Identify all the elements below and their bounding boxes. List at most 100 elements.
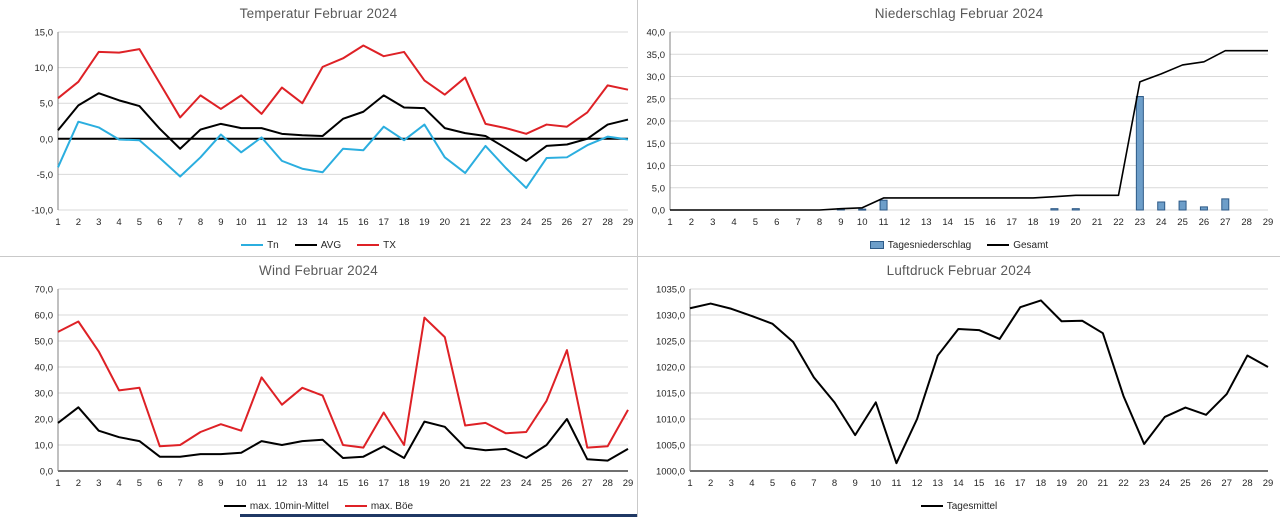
y-tick-label: 10,0: [35, 63, 54, 74]
x-tick-label: 6: [791, 478, 796, 489]
x-tick-label: 27: [1220, 217, 1231, 228]
y-tick-label: 50,0: [35, 337, 54, 348]
x-tick-label: 7: [811, 478, 816, 489]
legend-temperature: Tn AVG TX: [0, 234, 637, 256]
legend-label: Tagesmittel: [946, 500, 998, 512]
y-tick-label: -10,0: [31, 206, 53, 217]
legend-label: AVG: [320, 239, 342, 251]
legend-label: Tagesniederschlag: [887, 239, 972, 251]
x-tick-label: 13: [921, 217, 932, 228]
panel-divider-vertical: [637, 0, 638, 517]
y-tick-label: 5,0: [652, 183, 665, 194]
legend-label: TX: [383, 239, 396, 251]
x-tick-label: 4: [116, 217, 121, 228]
x-tick-label: 29: [623, 478, 634, 489]
legend-line-swatch: [344, 504, 367, 508]
legend-item-tagesniederschlag: Tagesniederschlag: [869, 239, 972, 251]
x-tick-label: 26: [1201, 478, 1212, 489]
y-tick-label: 60,0: [35, 311, 54, 322]
legend-item-tx: TX: [357, 240, 396, 251]
x-tick-label: 23: [1139, 478, 1150, 489]
x-tick-label: 22: [1118, 478, 1129, 489]
legend-label: max. Böe: [370, 500, 414, 512]
x-tick-label: 5: [137, 478, 142, 489]
y-tick-label: 1035,0: [656, 285, 685, 296]
x-tick-labels: 1 2 3 4 5 6 7 8 9 10 11 12 13 14 15 16 17 18 19 20 21 22 23 24 2…: [667, 217, 1273, 228]
legend-line-swatch: [920, 504, 943, 508]
temperature-plot: -10,0-5,00,05,010,015,01 2 3 4 5 6 7 8 9 10 11 12 13…: [31, 28, 634, 229]
legend-label: Gesamt: [1013, 239, 1049, 251]
legend-bar-swatch: [869, 241, 884, 249]
y-tick-label: 15,0: [647, 139, 666, 150]
bar: [1178, 200, 1187, 211]
x-tick-label: 4: [731, 217, 736, 228]
x-tick-label: 14: [317, 478, 328, 489]
x-tick-label: 20: [1077, 478, 1088, 489]
wind-plot: 0,010,020,030,040,050,060,070,01 2 3 4 5 6 7 8 9…: [35, 285, 634, 490]
pressure-plot: 1000,0 1005,0 1010,0 1015,0 1020,0 1025,0 1030…: [656, 285, 1273, 490]
x-tick-label: 10: [236, 217, 247, 228]
legend-label: Tn: [267, 239, 279, 251]
y-tick-label: 35,0: [647, 50, 666, 61]
x-tick-label: 24: [1156, 217, 1167, 228]
x-tick-label: 26: [1199, 217, 1210, 228]
x-tick-label: 21: [460, 217, 471, 228]
x-tick-label: 23: [501, 478, 512, 489]
y-tick-label: 25,0: [647, 94, 666, 105]
legend-line-swatch: [294, 243, 317, 247]
y-tick-label: 30,0: [35, 389, 54, 400]
gridlines: -10,0 -5,0 0,0 5,0 10,0 15,0: [31, 28, 628, 217]
x-tick-label: 12: [277, 217, 288, 228]
x-tick-label: 24: [1159, 478, 1170, 489]
y-tick-label: 5,0: [40, 99, 53, 110]
legend-item-tagesmittel: Tagesmittel: [920, 500, 998, 512]
y-tick-label: 15,0: [35, 28, 54, 39]
x-tick-label: 22: [1113, 217, 1124, 228]
x-tick-label: 7: [795, 217, 800, 228]
chart-title-pressure: Luftdruck Februar 2024: [886, 263, 1032, 278]
chart-panel-pressure: Luftdruck Februar 2024 1000,0 1005,0 1010,…: [638, 257, 1280, 517]
x-tick-label: 2: [689, 217, 694, 228]
x-tick-label: 9: [852, 478, 857, 489]
gridlines: 1000,0 1005,0 1010,0 1015,0 1020,0 1025,0 1030…: [656, 285, 1268, 478]
x-tick-label: 16: [985, 217, 996, 228]
x-tick-label: 19: [419, 217, 430, 228]
legend-item-tn: Tn: [241, 240, 279, 251]
x-tick-label: 11: [257, 217, 267, 228]
y-tick-label: -5,0: [37, 170, 53, 181]
x-tick-label: 12: [912, 478, 923, 489]
x-tick-label: 3: [96, 478, 101, 489]
legend-wind: max. 10min-Mittel max. Böe: [0, 495, 637, 517]
chart-title-temperature: Temperatur Februar 2024: [239, 6, 398, 21]
chart-title-wind: Wind Februar 2024: [259, 263, 378, 278]
x-tick-label: 25: [541, 217, 552, 228]
x-tick-label: 20: [439, 478, 450, 489]
x-tick-label: 4: [749, 478, 754, 489]
x-tick-label: 17: [1006, 217, 1017, 228]
x-tick-label: 3: [729, 478, 734, 489]
x-tick-label: 28: [602, 478, 613, 489]
x-tick-label: 18: [1036, 478, 1047, 489]
x-tick-label: 29: [623, 217, 634, 228]
y-tick-label: 10,0: [35, 441, 54, 452]
x-tick-label: 2: [76, 478, 81, 489]
y-tick-label: 30,0: [647, 72, 666, 83]
bar: [1050, 208, 1059, 211]
x-tick-label: 6: [157, 217, 162, 228]
x-tick-label: 16: [358, 217, 369, 228]
legend-line-swatch: [987, 243, 1010, 247]
y-tick-label: 1025,0: [656, 337, 685, 348]
x-tick-label: 22: [480, 478, 491, 489]
x-tick-label: 18: [399, 217, 410, 228]
x-tick-label: 14: [942, 217, 953, 228]
x-tick-label: 8: [198, 478, 203, 489]
y-tick-label: 20,0: [35, 415, 54, 426]
x-tick-label: 17: [378, 478, 389, 489]
legend-line-swatch: [223, 504, 246, 508]
y-tick-label: 0,0: [40, 467, 53, 478]
x-tick-label: 15: [338, 478, 349, 489]
y-tick-label: 20,0: [647, 117, 666, 128]
x-tick-label: 29: [1263, 217, 1274, 228]
gridlines: 0,0 5,0 10,0 15,0 20,0 25,0 30,0 35,0 40,0: [647, 28, 1268, 217]
x-tick-label: 6: [157, 478, 162, 489]
